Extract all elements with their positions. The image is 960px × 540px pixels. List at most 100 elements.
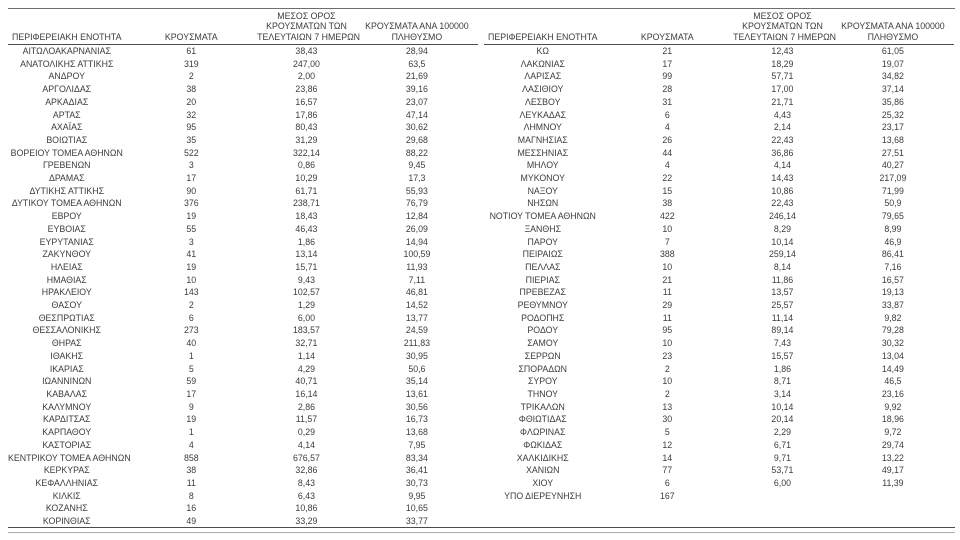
cell: ΡΟΔΟΥ — [527, 325, 559, 336]
cell: 19 — [186, 211, 197, 222]
cell: 100,59 — [403, 249, 431, 260]
cell: 46,5 — [884, 376, 902, 387]
cell: ΠΑΡΟΥ — [527, 236, 558, 247]
cell: 9,71 — [773, 452, 791, 463]
cell: 40 — [186, 338, 197, 349]
cell: ΚΕΡΚΥΡΑΣ — [43, 465, 90, 476]
cell: ΚΑΒΑΛΑΣ — [46, 388, 88, 399]
cell: ΒΟΙΩΤΙΑΣ — [46, 134, 88, 145]
cell: 30,56 — [405, 401, 428, 412]
cell: 22 — [662, 173, 673, 184]
cell: 4 — [188, 439, 194, 450]
column-header-regional-unit: ΠΕΡΙΦΕΡΕΙΑΚΗ ΕΝΟΤΗΤΑ — [484, 10, 602, 45]
cell: ΙΘΑΚΗΣ — [50, 350, 84, 361]
cell: 99 — [662, 71, 673, 82]
cell: 7,95 — [408, 439, 426, 450]
cell: 9 — [188, 401, 194, 412]
table-row: ΛΕΣΒΟΥ 31 21,71 35,86 — [484, 96, 954, 109]
cell: 77 — [662, 465, 673, 476]
cell: 55 — [186, 223, 197, 234]
cell: 23 — [662, 350, 673, 361]
cell: 11,14 — [771, 312, 794, 323]
cell: 32,86 — [295, 465, 318, 476]
cell: 16,57 — [881, 274, 904, 285]
table-row: ΛΕΥΚΑΔΑΣ 6 4,43 25,32 — [484, 109, 954, 122]
table-row: ΗΛΕΙΑΣ 19 15,71 11,93 — [8, 261, 478, 274]
cell: ΚΑΣΤΟΡΙΑΣ — [42, 439, 92, 450]
cell: ΛΕΣΒΟΥ — [525, 96, 561, 107]
cell: 1,29 — [297, 300, 315, 311]
cell: 53,71 — [771, 465, 794, 476]
table-row: ΔΡΑΜΑΣ 17 10,29 17,3 — [8, 172, 478, 185]
cell: 11 — [186, 477, 196, 488]
cell: 10 — [662, 376, 673, 387]
column-header-cases: ΚΡΟΥΣΜΑΤΑ — [601, 10, 734, 45]
cell: ΑΧΑΪΑΣ — [51, 122, 83, 133]
cell: 1,14 — [297, 350, 315, 361]
cell: 9,45 — [408, 160, 426, 171]
table-row: ΠΙΕΡΙΑΣ 21 11,86 16,57 — [484, 274, 954, 287]
cell: 19,07 — [881, 58, 904, 69]
cell: 6,43 — [297, 490, 315, 501]
cell: ΡΕΘΥΜΝΟΥ — [517, 300, 568, 311]
cell: 4 — [664, 122, 670, 133]
cell: 2 — [188, 71, 194, 82]
cell: 89,14 — [771, 325, 794, 336]
cell: 41 — [186, 249, 197, 260]
cell: 16,57 — [295, 96, 318, 107]
cell: ΚΑΡΠΑΘΟΥ — [42, 427, 92, 438]
cell: 4,29 — [297, 363, 315, 374]
table-row: ΚΑΒΑΛΑΣ 17 16,14 13,61 — [8, 388, 478, 401]
cell: 28 — [662, 84, 673, 95]
cell: 95 — [662, 325, 673, 336]
cell: ΔΡΑΜΑΣ — [48, 173, 85, 184]
cell: ΣΠΟΡΑΔΩΝ — [518, 363, 568, 374]
cell: 61 — [186, 46, 197, 56]
cell: 20,14 — [771, 414, 794, 425]
cell: ΛΗΜΝΟΥ — [523, 122, 562, 133]
cell: ΕΥΒΟΙΑΣ — [47, 223, 86, 234]
cell: 16 — [186, 503, 197, 514]
cell: ΜΕΣΣΗΝΙΑΣ — [517, 147, 569, 158]
table-row: ΑΧΑΪΑΣ 95 80,43 30,62 — [8, 121, 478, 134]
table-row: ΣΥΡΟΥ 10 8,71 46,5 — [484, 375, 954, 388]
cell: ΦΛΩΡΙΝΑΣ — [520, 427, 566, 438]
cell: ΛΕΥΚΑΔΑΣ — [519, 109, 567, 120]
cell: ΚΩ — [536, 46, 549, 56]
tables-container: ΠΕΡΙΦΕΡΕΙΑΚΗ ΕΝΟΤΗΤΑ ΚΡΟΥΣΜΑΤΑ ΜΕΣΟΣ ΟΡΟ… — [8, 10, 954, 528]
table-row: ΚΕΝΤΡΙΚΟΥ ΤΟΜΕΑ ΑΘΗΝΩΝ 858 676,57 83,34 — [8, 452, 478, 465]
cell: 44 — [662, 147, 673, 158]
table-row: ΥΠΟ ΔΙΕΡΕΥΝΗΣΗ 167 — [484, 490, 954, 503]
table-row: ΙΩΑΝΝΙΝΩΝ 59 40,71 35,14 — [8, 375, 478, 388]
column-header-7day-average: ΜΕΣΟΣ ΟΡΟΣ ΚΡΟΥΣΜΑΤΩΝ ΤΩΝ ΤΕΛΕΥΤΑΙΩΝ 7 Η… — [733, 10, 836, 45]
cell: 21 — [662, 46, 673, 56]
cell: 86,41 — [881, 249, 904, 260]
table-row: ΘΕΣΣΑΛΟΝΙΚΗΣ 273 183,57 24,59 — [8, 324, 478, 337]
table-row: ΒΟΡΕΙΟΥ ΤΟΜΕΑ ΑΘΗΝΩΝ 522 322,14 88,22 — [8, 147, 478, 160]
table-row: ΑΡΤΑΣ 32 17,86 47,14 — [8, 109, 478, 122]
cell: 10 — [186, 274, 197, 285]
cell: 14,49 — [881, 363, 904, 374]
table-row: ΡΕΘΥΜΝΟΥ 29 25,57 33,87 — [484, 299, 954, 312]
cell: 63,5 — [408, 58, 426, 69]
cell: 9,95 — [408, 490, 426, 501]
regional-cases-table-left: ΠΕΡΙΦΕΡΕΙΑΚΗ ΕΝΟΤΗΤΑ ΚΡΟΥΣΜΑΤΑ ΜΕΣΟΣ ΟΡΟ… — [8, 10, 478, 528]
cell: 30,32 — [881, 338, 904, 349]
cell: 4,14 — [297, 439, 315, 450]
cell: 76,79 — [405, 198, 428, 209]
cell: 1,86 — [773, 363, 791, 374]
cell: 38 — [186, 84, 197, 95]
cell: 17 — [186, 388, 197, 399]
cell: ΘΕΣΣΑΛΟΝΙΚΗΣ — [32, 325, 101, 336]
cell: ΑΡΓΟΛΙΔΑΣ — [42, 84, 92, 95]
cell: 79,65 — [881, 211, 904, 222]
table-row: ΚΑΛΥΜΝΟΥ 9 2,86 30,56 — [8, 401, 478, 414]
cell: 13,22 — [881, 452, 904, 463]
cell: 10,86 — [771, 185, 794, 196]
cell: 4,14 — [773, 160, 791, 171]
cell: 26,09 — [405, 223, 428, 234]
cell: ΚΙΛΚΙΣ — [52, 490, 81, 501]
table-row: ΠΡΕΒΕΖΑΣ 11 13,57 19,13 — [484, 286, 954, 299]
cell: ΠΕΛΛΑΣ — [525, 261, 561, 272]
